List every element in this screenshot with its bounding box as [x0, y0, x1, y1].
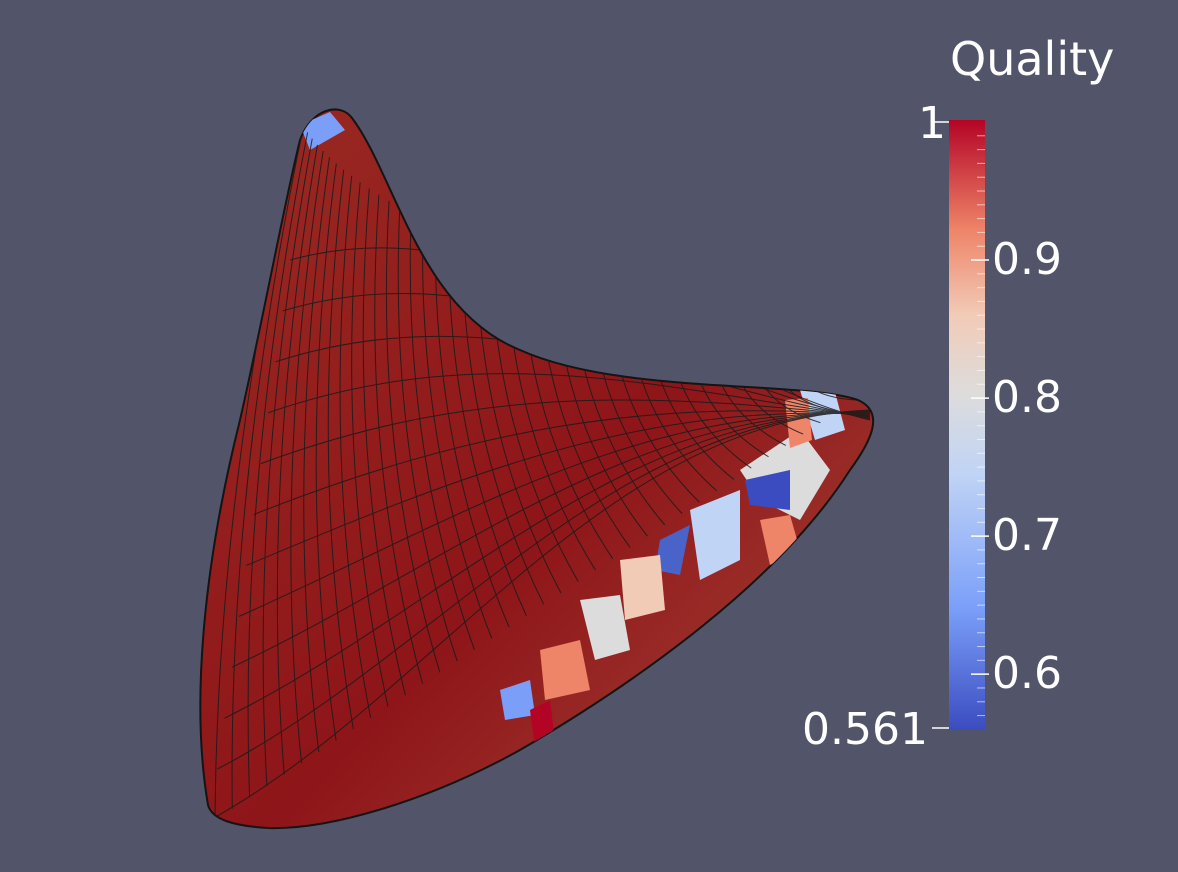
scalar-bar-tick-label: 0.6	[992, 648, 1062, 700]
mesh-edge	[422, 219, 493, 639]
scalar-bar-max-label: 1	[918, 98, 946, 149]
colorbar-gradient	[949, 120, 985, 730]
mesh-edge	[276, 144, 318, 775]
mesh-edge	[351, 182, 389, 707]
mesh-edge	[362, 188, 406, 696]
mesh-edge	[290, 151, 324, 764]
mesh-edge	[303, 157, 330, 752]
mesh-edge	[238, 412, 871, 617]
mesh-edge	[224, 411, 871, 719]
scalar-bar-tick-label: 0.8	[992, 372, 1062, 424]
mesh-edge	[209, 409, 871, 821]
mesh-edge	[374, 194, 424, 684]
mesh-edge	[262, 138, 313, 786]
scalar-bar-min-label: 0.561	[802, 704, 928, 755]
mesh-edge	[268, 373, 871, 418]
mesh-edge	[246, 412, 871, 566]
mesh-edge	[217, 410, 871, 770]
mesh-edge	[409, 213, 475, 650]
mesh-low-quality-region	[300, 112, 845, 748]
mesh-surface[interactable]	[199, 108, 875, 830]
mesh-edge	[385, 200, 441, 673]
quality-scalar-bar	[932, 120, 989, 730]
mesh-edge	[397, 207, 458, 662]
mesh-edge	[327, 169, 354, 730]
mesh-edge	[253, 410, 871, 516]
mesh-edge	[339, 175, 372, 718]
mesh-edge	[231, 412, 871, 668]
mesh-edge	[315, 163, 337, 741]
scalar-bar-tick-label: 0.9	[992, 234, 1062, 286]
scalar-bar-title: Quality	[950, 32, 1115, 86]
mesh-edge	[247, 132, 309, 798]
scalar-bar-tick-label: 0.7	[992, 510, 1062, 562]
mesh-edge	[260, 399, 871, 465]
mesh-edge	[231, 126, 305, 809]
